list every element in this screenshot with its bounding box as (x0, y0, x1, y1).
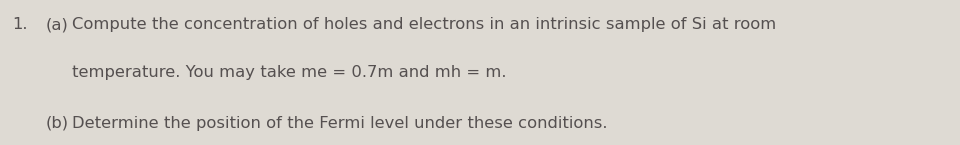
Text: temperature. You may take me = 0.7m and mh = m.: temperature. You may take me = 0.7m and … (72, 65, 507, 80)
Text: (b): (b) (46, 116, 69, 131)
Text: Determine the position of the Fermi level under these conditions.: Determine the position of the Fermi leve… (72, 116, 608, 131)
Text: 1.: 1. (12, 17, 28, 32)
Text: (a): (a) (46, 17, 69, 32)
Text: Compute the concentration of holes and electrons in an intrinsic sample of Si at: Compute the concentration of holes and e… (72, 17, 777, 32)
